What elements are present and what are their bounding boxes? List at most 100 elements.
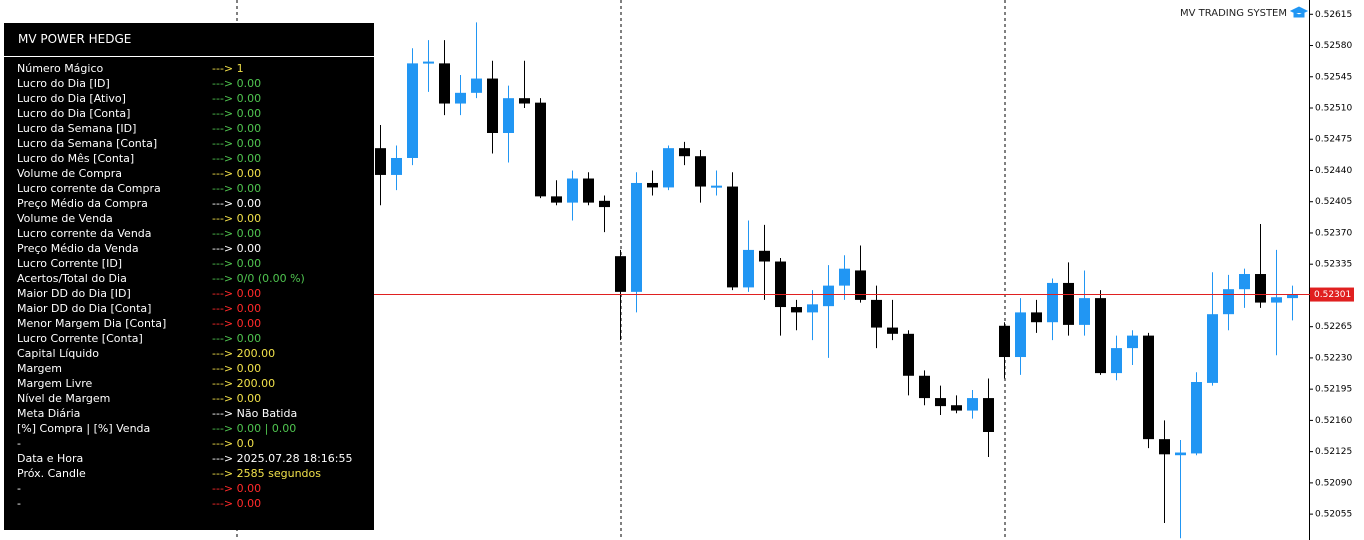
row-label: Margem bbox=[17, 362, 63, 375]
row-label: Volume de Compra bbox=[17, 167, 123, 180]
row-label: Lucro corrente da Venda bbox=[17, 227, 152, 240]
row-value: ---> 0.00 bbox=[212, 137, 262, 150]
candle-body bbox=[1031, 312, 1042, 323]
candle-body bbox=[887, 327, 898, 334]
candle-body bbox=[743, 249, 754, 288]
row-value: ---> 0.00 bbox=[212, 242, 262, 255]
row-label: - bbox=[17, 437, 21, 450]
candle-body bbox=[759, 250, 770, 262]
row-value: ---> 0.00 bbox=[212, 392, 262, 405]
y-tick-label: 0.52160 bbox=[1315, 416, 1352, 426]
y-tick-label: 0.52195 bbox=[1315, 385, 1352, 395]
row-value: ---> 2025.07.28 18:16:55 bbox=[212, 452, 353, 465]
row-value: ---> 0.00 bbox=[212, 197, 262, 210]
candle-body bbox=[1047, 282, 1058, 323]
y-tick-label: 0.52580 bbox=[1315, 41, 1352, 51]
row-label: Lucro do Dia [Conta] bbox=[17, 107, 131, 120]
candle-body bbox=[823, 285, 834, 307]
row-value: ---> 0.00 bbox=[212, 287, 262, 300]
y-tick-label: 0.52510 bbox=[1315, 104, 1352, 114]
row-label: Próx. Candle bbox=[17, 467, 86, 480]
row-label: Volume de Venda bbox=[17, 212, 113, 225]
candle-body bbox=[1111, 348, 1122, 374]
candle-body bbox=[423, 61, 434, 64]
candle-body bbox=[535, 102, 546, 197]
candle-body bbox=[1079, 298, 1090, 325]
row-label: Meta Diária bbox=[17, 407, 81, 420]
panel-rule bbox=[4, 56, 374, 57]
candle-body bbox=[1287, 294, 1298, 299]
row-label: Preço Médio da Venda bbox=[17, 242, 139, 255]
row-value: ---> 0.00 bbox=[212, 77, 262, 90]
candle-body bbox=[1207, 314, 1218, 383]
row-label: Lucro do Dia [Ativo] bbox=[17, 92, 126, 105]
candle-body bbox=[551, 196, 562, 203]
candle-body bbox=[1239, 274, 1250, 290]
brand-icon bbox=[1289, 6, 1309, 18]
candle-body bbox=[807, 304, 818, 313]
candle-body bbox=[919, 375, 930, 399]
candle-body bbox=[1159, 439, 1170, 455]
candle-body bbox=[839, 268, 850, 286]
candle-body bbox=[503, 98, 514, 133]
candle-body bbox=[1095, 298, 1106, 374]
row-label: Maior DD do Dia [Conta] bbox=[17, 302, 152, 315]
current-price-label: 0.52301 bbox=[1314, 290, 1351, 300]
row-label: Lucro do Dia [ID] bbox=[17, 77, 110, 90]
row-label: Data e Hora bbox=[17, 452, 84, 465]
candle-body bbox=[903, 333, 914, 376]
y-tick-label: 0.52055 bbox=[1315, 510, 1352, 520]
row-label: Nível de Margem bbox=[17, 392, 111, 405]
row-value: ---> 0.00 bbox=[212, 332, 262, 345]
candle-body bbox=[983, 398, 994, 432]
candle-body bbox=[1127, 335, 1138, 349]
candle-body bbox=[1175, 452, 1186, 456]
y-tick-label: 0.52335 bbox=[1315, 260, 1352, 270]
candle-body bbox=[599, 200, 610, 208]
row-value: ---> 0.00 | 0.00 bbox=[212, 422, 297, 435]
row-value: ---> 0.0 bbox=[212, 437, 255, 450]
candle-body bbox=[1063, 282, 1074, 325]
row-label: - bbox=[17, 497, 21, 510]
row-value: ---> 0.00 bbox=[212, 227, 262, 240]
y-tick-label: 0.52545 bbox=[1315, 72, 1352, 82]
candle-body bbox=[791, 307, 802, 313]
candle-body bbox=[487, 78, 498, 133]
y-tick-label: 0.52440 bbox=[1315, 166, 1352, 176]
candle-body bbox=[999, 325, 1010, 358]
row-value: ---> 0.00 bbox=[212, 482, 262, 495]
candle-body bbox=[375, 148, 386, 175]
candle-body bbox=[679, 148, 690, 157]
row-value: ---> 0.00 bbox=[212, 302, 262, 315]
y-tick-label: 0.52230 bbox=[1315, 353, 1352, 363]
candle-body bbox=[1255, 274, 1266, 303]
row-label: Lucro da Semana [ID] bbox=[17, 122, 137, 135]
row-label: [%] Compra | [%] Venda bbox=[17, 422, 151, 435]
candle-body bbox=[775, 261, 786, 308]
candle-body bbox=[471, 78, 482, 93]
row-label: Capital Líquido bbox=[17, 347, 99, 360]
candle-body bbox=[407, 63, 418, 158]
candle-body bbox=[871, 299, 882, 328]
candle-body bbox=[631, 182, 642, 292]
candle-body bbox=[647, 182, 658, 188]
candle-body bbox=[711, 185, 722, 188]
row-value: ---> 0.00 bbox=[212, 107, 262, 120]
candle-body bbox=[967, 398, 978, 411]
brand: MV TRADING SYSTEM bbox=[1180, 8, 1287, 19]
row-label: Lucro do Mês [Conta] bbox=[17, 152, 135, 165]
y-tick-label: 0.52370 bbox=[1315, 228, 1352, 238]
row-value: ---> 1 bbox=[212, 62, 244, 75]
row-label: Maior DD do Dia [ID] bbox=[17, 287, 131, 300]
row-label: Lucro Corrente [Conta] bbox=[17, 332, 143, 345]
candle-body bbox=[455, 92, 466, 104]
row-label: Acertos/Total do Dia bbox=[17, 272, 127, 285]
row-value: ---> 0.00 bbox=[212, 92, 262, 105]
current-price-box bbox=[1310, 287, 1354, 302]
candle-body bbox=[439, 63, 450, 104]
row-value: ---> 200.00 bbox=[212, 377, 276, 390]
y-tick-label: 0.52405 bbox=[1315, 197, 1352, 207]
candle-body bbox=[519, 98, 530, 104]
row-value: ---> Não Batida bbox=[212, 407, 298, 420]
